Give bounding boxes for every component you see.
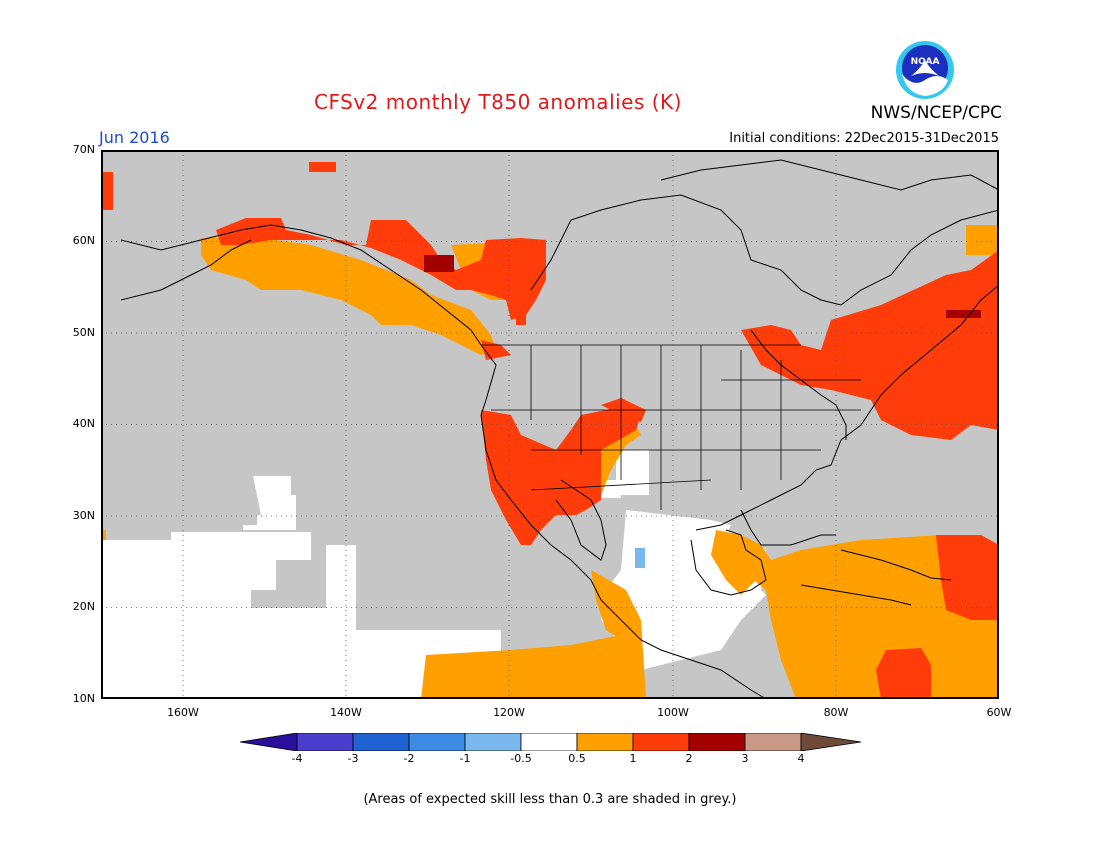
lon-label-120w: 120W	[493, 706, 525, 719]
lat-label-20n: 20N	[72, 600, 95, 613]
lon-label-60w: 60W	[986, 706, 1012, 719]
colorbar-label: 2	[685, 752, 693, 765]
lon-label-80w: 80W	[823, 706, 849, 719]
colorbar-label: -4	[291, 752, 303, 765]
lat-label-50n: 50N	[72, 326, 95, 339]
forecast-month: Jun 2016	[99, 128, 170, 147]
colorbar-label: -3	[347, 752, 359, 765]
colorbar-label: 4	[797, 752, 805, 765]
initial-conditions: Initial conditions: 22Dec2015-31Dec2015	[729, 131, 999, 146]
colorbar-label: -1	[459, 752, 471, 765]
agency-label: NWS/NCEP/CPC	[870, 103, 1002, 123]
map-frame	[101, 150, 999, 699]
skill-footnote: (Areas of expected skill less than 0.3 a…	[363, 792, 737, 807]
lat-label-40n: 40N	[72, 417, 95, 430]
lat-label-10n: 10N	[72, 692, 95, 705]
anomaly-0.5-1	[101, 225, 999, 699]
lon-label-100w: 100W	[657, 706, 689, 719]
colorbar	[240, 733, 862, 751]
lon-label-160w: 160W	[167, 706, 199, 719]
colorbar-label: -2	[403, 752, 415, 765]
anomaly-2-3	[424, 255, 981, 318]
chart-title: CFSv2 monthly T850 anomalies (K)	[314, 90, 682, 114]
lat-label-60n: 60N	[72, 234, 95, 247]
anomaly-negative-patch	[635, 548, 645, 568]
lon-label-140w: 140W	[330, 706, 362, 719]
colorbar-label: -0.5	[510, 752, 532, 765]
coastlines	[120, 159, 999, 699]
anomaly-map	[101, 150, 999, 699]
state-borders	[481, 344, 861, 510]
colorbar-label: 0.5	[568, 752, 586, 765]
lat-label-70n: 70N	[72, 143, 95, 156]
noaa-logo: NOAA	[896, 41, 954, 99]
lat-label-30n: 30N	[72, 509, 95, 522]
colorbar-label: 3	[741, 752, 749, 765]
svg-text:NOAA: NOAA	[911, 57, 940, 67]
colorbar-label: 1	[629, 752, 637, 765]
